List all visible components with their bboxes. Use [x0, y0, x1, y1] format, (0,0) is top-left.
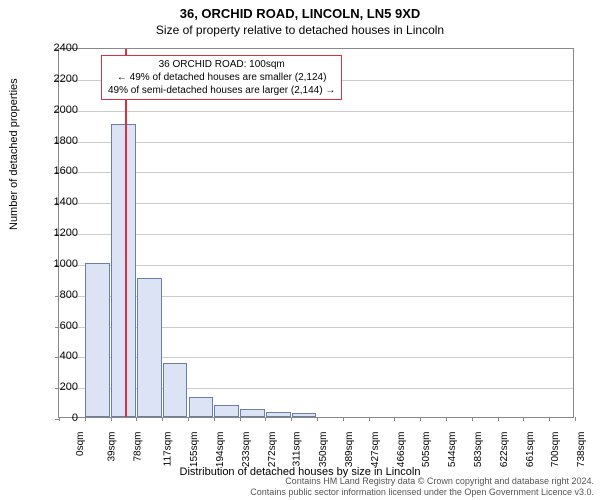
plot-wrap: 36 ORCHID ROAD: 100sqm ← 49% of detached… — [58, 48, 574, 418]
marker-callout: 36 ORCHID ROAD: 100sqm ← 49% of detached… — [101, 55, 342, 100]
xtick-label: 738sqm — [576, 432, 587, 468]
xtick-mark — [214, 417, 215, 421]
xtick-label: 194sqm — [215, 432, 226, 468]
chart-container: 36, ORCHID ROAD, LINCOLN, LN5 9XD Size o… — [0, 0, 600, 500]
xtick-mark — [188, 417, 189, 421]
xtick-label: 466sqm — [396, 432, 407, 468]
ytick-label: 400 — [38, 350, 78, 362]
histogram-bar — [240, 409, 265, 417]
property-marker-line — [125, 49, 127, 417]
histogram-bar — [266, 412, 291, 417]
xtick-label: 700sqm — [550, 432, 561, 468]
gridline — [59, 142, 573, 143]
plot-area: 36 ORCHID ROAD: 100sqm ← 49% of detached… — [58, 48, 574, 418]
ytick-label: 200 — [38, 381, 78, 393]
xtick-mark — [85, 417, 86, 421]
footer-line-2: Contains public sector information licen… — [250, 487, 594, 498]
xtick-label: 233sqm — [241, 432, 252, 468]
xtick-mark — [111, 417, 112, 421]
xtick-mark — [394, 417, 395, 421]
histogram-bar — [292, 413, 317, 417]
gridline — [59, 265, 573, 266]
ytick-label: 1400 — [38, 196, 78, 208]
ytick-label: 1600 — [38, 165, 78, 177]
gridline — [59, 111, 573, 112]
callout-line-2: ← 49% of detached houses are smaller (2,… — [108, 71, 335, 84]
histogram-bar — [85, 263, 110, 417]
gridline — [59, 203, 573, 204]
xtick-mark — [136, 417, 137, 421]
histogram-bar — [111, 124, 136, 417]
xtick-label: 155sqm — [189, 432, 200, 468]
histogram-bar — [137, 278, 162, 417]
xtick-label: 544sqm — [447, 432, 458, 468]
footer-line-1: Contains HM Land Registry data © Crown c… — [250, 476, 594, 487]
xtick-label: 272sqm — [267, 432, 278, 468]
xtick-label: 311sqm — [292, 432, 303, 467]
ytick-label: 1800 — [38, 135, 78, 147]
ytick-label: 2200 — [38, 73, 78, 85]
xtick-mark — [575, 417, 576, 421]
callout-line-1: 36 ORCHID ROAD: 100sqm — [108, 58, 335, 71]
xtick-mark — [446, 417, 447, 421]
xtick-mark — [265, 417, 266, 421]
xtick-label: 583sqm — [473, 432, 484, 468]
page-subtitle: Size of property relative to detached ho… — [0, 21, 600, 37]
xtick-mark — [343, 417, 344, 421]
xtick-mark — [420, 417, 421, 421]
callout-line-3: 49% of semi-detached houses are larger (… — [108, 84, 335, 97]
xtick-mark — [317, 417, 318, 421]
xtick-label: 0sqm — [75, 432, 86, 456]
histogram-bar — [189, 397, 214, 417]
ytick-label: 1000 — [38, 258, 78, 270]
gridline — [59, 172, 573, 173]
footer-attribution: Contains HM Land Registry data © Crown c… — [250, 476, 594, 498]
xtick-mark — [291, 417, 292, 421]
xtick-label: 117sqm — [163, 432, 174, 467]
xtick-label: 622sqm — [499, 432, 510, 468]
xtick-mark — [240, 417, 241, 421]
gridline — [59, 234, 573, 235]
xtick-label: 661sqm — [525, 432, 536, 468]
histogram-bar — [163, 363, 188, 417]
y-axis-label: Number of detached properties — [8, 78, 20, 230]
ytick-label: 2400 — [38, 42, 78, 54]
page-title: 36, ORCHID ROAD, LINCOLN, LN5 9XD — [0, 0, 600, 21]
xtick-label: 389sqm — [344, 432, 355, 468]
xtick-mark — [369, 417, 370, 421]
ytick-label: 800 — [38, 289, 78, 301]
xtick-label: 427sqm — [370, 432, 381, 468]
ytick-label: 2000 — [38, 104, 78, 116]
xtick-mark — [162, 417, 163, 421]
xtick-label: 39sqm — [106, 432, 117, 462]
histogram-bar — [214, 405, 239, 417]
ytick-label: 1200 — [38, 227, 78, 239]
ytick-label: 0 — [38, 412, 78, 424]
xtick-label: 505sqm — [421, 432, 432, 468]
xtick-mark — [472, 417, 473, 421]
xtick-label: 350sqm — [318, 432, 329, 468]
xtick-mark — [549, 417, 550, 421]
xtick-mark — [498, 417, 499, 421]
ytick-label: 600 — [38, 320, 78, 332]
xtick-mark — [523, 417, 524, 421]
xtick-label: 78sqm — [132, 432, 143, 462]
